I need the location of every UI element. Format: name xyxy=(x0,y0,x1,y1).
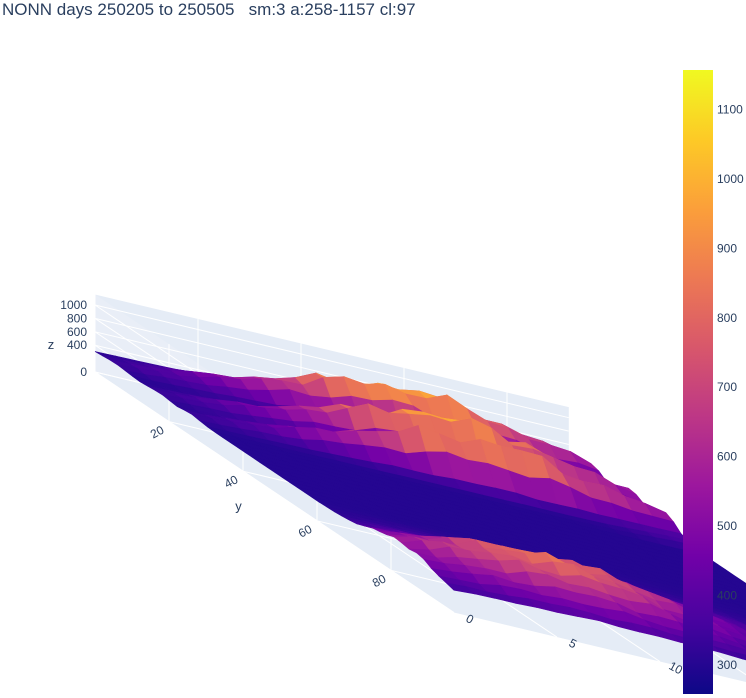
colorbar-tick-label: 300 xyxy=(717,658,737,672)
surface-cell xyxy=(732,637,746,647)
surface-cell xyxy=(723,594,746,605)
surface-cell xyxy=(725,629,746,642)
surface-cell xyxy=(744,599,746,602)
chart-title: NONN days 250205 to 250505 sm:3 a:258-11… xyxy=(2,0,416,19)
colorbar-tick-label: 1100 xyxy=(717,103,743,117)
surface-cell xyxy=(719,609,746,620)
z-tick-label: 1000 xyxy=(60,298,87,312)
colorbar-tick-label: 700 xyxy=(717,380,737,394)
surface-cell xyxy=(744,629,746,631)
colorbar-tick-label: 500 xyxy=(717,519,737,533)
surface-cell xyxy=(727,614,746,622)
surface-cell xyxy=(732,609,746,617)
z-axis-title: z xyxy=(48,337,55,352)
y-axis-title: y xyxy=(235,498,242,513)
surface-cell xyxy=(726,643,746,656)
colorbar-tick-label: 900 xyxy=(717,241,737,255)
x-gridline xyxy=(94,294,455,613)
surface-cell xyxy=(734,584,746,592)
z-tick-label: 0 xyxy=(80,365,87,379)
colorbar-tick-label: 1000 xyxy=(717,172,744,186)
surface-mesh xyxy=(94,351,746,661)
surface-cell xyxy=(727,579,746,588)
surface-cell xyxy=(738,604,746,611)
surface-cell xyxy=(725,604,746,614)
surface-cell xyxy=(734,652,746,661)
surface-cell xyxy=(721,584,746,595)
surface-cell xyxy=(729,589,746,598)
surface-cell xyxy=(736,624,746,631)
surface-cell xyxy=(718,600,746,611)
surface-cell xyxy=(742,589,746,593)
surface-cell xyxy=(729,619,746,628)
y-tick-label: 80 xyxy=(370,571,389,590)
x-tick-label: 10 xyxy=(667,659,686,678)
surface-cell xyxy=(719,636,746,651)
y-tick-label: 20 xyxy=(148,423,167,442)
z-tick-label: 800 xyxy=(67,311,87,325)
colorbar: 300 400 500 600 700 800 900 1000 1100 xyxy=(683,70,744,694)
surface-cell xyxy=(721,616,746,626)
colorbar-tick-label: 400 xyxy=(717,588,737,602)
colorbar-tick-label: 600 xyxy=(717,450,737,464)
surface-cell xyxy=(720,574,746,585)
surface-cell xyxy=(736,594,746,601)
colorbar-tick-label: 800 xyxy=(717,311,737,325)
surface-cell xyxy=(731,624,746,635)
z-tick-label: 400 xyxy=(67,338,87,352)
surface-cell xyxy=(731,600,746,608)
y-tick-label: 40 xyxy=(222,472,241,491)
y-tick-label: 60 xyxy=(296,522,315,541)
surface-cell xyxy=(742,622,746,625)
scene-3d: 040060080010002040608005101520zyx xyxy=(48,294,746,683)
surface-cell xyxy=(740,644,746,650)
z-tick-label: 600 xyxy=(67,325,87,339)
colorbar-bar xyxy=(683,70,713,694)
surface-cell xyxy=(738,631,746,638)
surface-cell xyxy=(734,618,746,625)
surface-cell xyxy=(717,624,746,638)
